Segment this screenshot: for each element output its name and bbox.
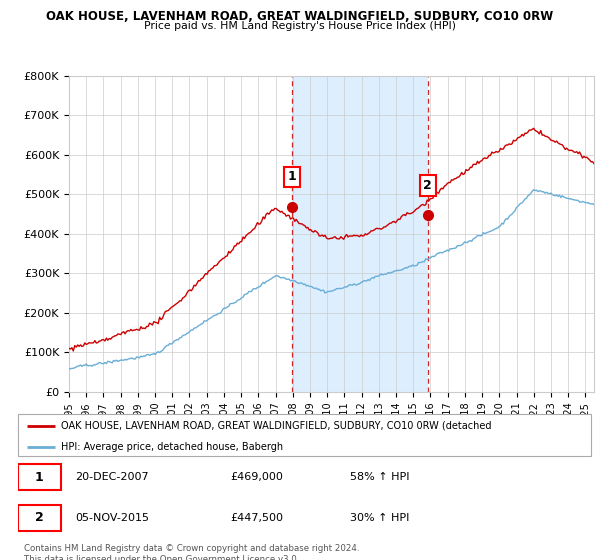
Bar — [292, 76, 428, 392]
Text: £447,500: £447,500 — [230, 512, 283, 522]
Text: HPI: Average price, detached house, Babergh: HPI: Average price, detached house, Babe… — [61, 442, 283, 452]
Text: Price paid vs. HM Land Registry's House Price Index (HPI): Price paid vs. HM Land Registry's House … — [144, 21, 456, 31]
Text: Contains HM Land Registry data © Crown copyright and database right 2024.
This d: Contains HM Land Registry data © Crown c… — [24, 544, 359, 560]
Text: 2: 2 — [424, 179, 432, 192]
Text: 30% ↑ HPI: 30% ↑ HPI — [350, 512, 410, 522]
Text: 05-NOV-2015: 05-NOV-2015 — [76, 512, 149, 522]
Text: 58% ↑ HPI: 58% ↑ HPI — [350, 472, 410, 482]
Text: OAK HOUSE, LAVENHAM ROAD, GREAT WALDINGFIELD, SUDBURY, CO10 0RW (detached: OAK HOUSE, LAVENHAM ROAD, GREAT WALDINGF… — [61, 421, 491, 431]
Text: 2: 2 — [35, 511, 44, 524]
Text: 1: 1 — [35, 470, 44, 484]
FancyBboxPatch shape — [18, 464, 61, 490]
Text: 1: 1 — [288, 170, 296, 183]
Text: £469,000: £469,000 — [230, 472, 283, 482]
Text: 20-DEC-2007: 20-DEC-2007 — [76, 472, 149, 482]
FancyBboxPatch shape — [18, 505, 61, 531]
Text: OAK HOUSE, LAVENHAM ROAD, GREAT WALDINGFIELD, SUDBURY, CO10 0RW: OAK HOUSE, LAVENHAM ROAD, GREAT WALDINGF… — [46, 10, 554, 22]
